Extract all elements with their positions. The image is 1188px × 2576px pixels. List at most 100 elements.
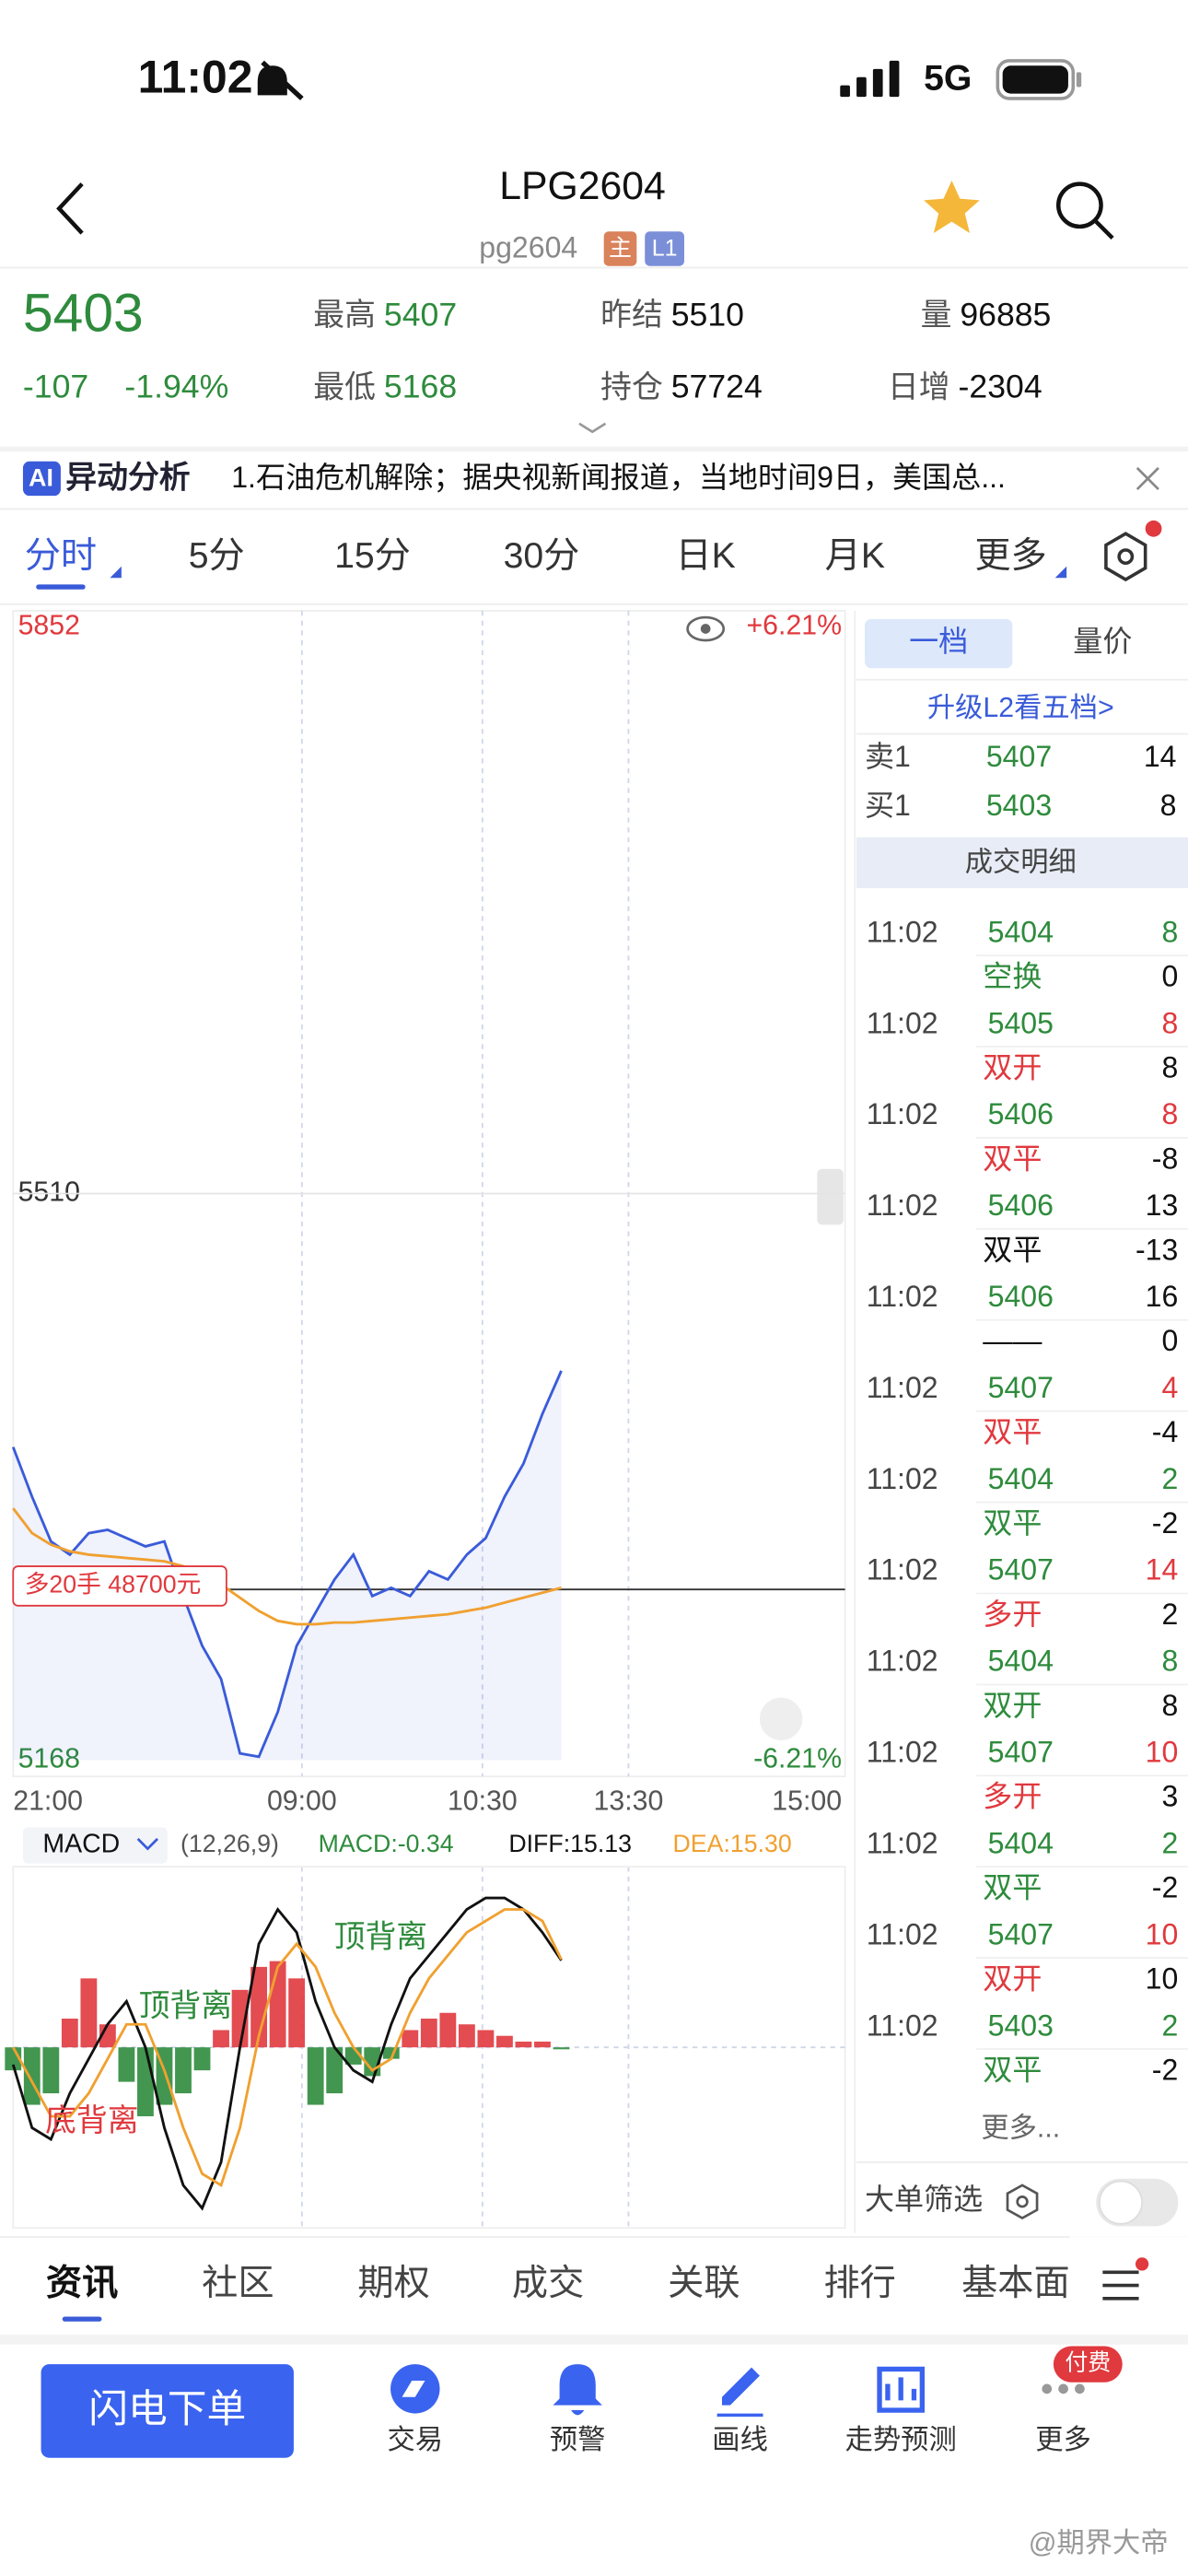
panel-toggle[interactable] — [817, 1168, 844, 1225]
settings-icon[interactable] — [1104, 520, 1162, 582]
y2-tick-label: -6.21% — [753, 1743, 842, 1774]
indicator-select-bg[interactable] — [22, 1827, 168, 1864]
dropdown-icon[interactable] — [136, 1837, 158, 1851]
book-tab[interactable]: 量价 — [1073, 625, 1132, 658]
macd-bar — [118, 2047, 135, 2082]
book-tab[interactable]: 一档 — [909, 625, 968, 658]
upgrade-link[interactable]: 升级L2看五档> — [927, 692, 1114, 723]
expand-icon[interactable] — [578, 422, 607, 434]
trade-volume: 8 — [1161, 1097, 1178, 1130]
close-news[interactable] — [1136, 466, 1159, 490]
bottom-tab[interactable]: 基本面 — [961, 2264, 1070, 2303]
trade-time: 11:02 — [867, 915, 938, 948]
tab-underline — [36, 584, 86, 590]
battery-icon — [996, 59, 1082, 100]
action-label[interactable]: 交易 — [388, 2424, 444, 2455]
period-tabs: 分时 5分 15分 30分 日K 月K 更多 — [25, 536, 1067, 590]
level-volume: 14 — [1144, 740, 1177, 773]
period-tab[interactable]: 分时 — [25, 536, 97, 576]
quick-order-button[interactable]: 闪电下单 — [88, 2387, 246, 2431]
stat-label: 日增 — [888, 369, 950, 404]
macd-bar — [553, 2047, 570, 2050]
search-button[interactable] — [1056, 181, 1114, 240]
period-tab[interactable]: 5分 — [189, 536, 245, 576]
more-trades[interactable]: 更多... — [981, 2112, 1060, 2143]
quick-order-bg[interactable] — [41, 2364, 294, 2458]
stat-label: 持仓 — [600, 369, 663, 404]
trade-volume: 14 — [1146, 1553, 1179, 1587]
paid-badge: 付费 — [1065, 2350, 1111, 2376]
trade-type: 双开 — [983, 1050, 1042, 1083]
action-items: 交易 预警 画线 走势预测 更多 — [388, 2424, 1091, 2455]
macd-bar — [80, 1978, 98, 2048]
fullscreen-button[interactable] — [759, 1697, 803, 1740]
filter-toggle[interactable] — [1096, 2178, 1179, 2227]
period-tab[interactable]: 15分 — [334, 536, 411, 576]
period-tab[interactable]: 30分 — [504, 536, 580, 576]
action-label[interactable]: 预警 — [550, 2424, 606, 2455]
y-tick-label: 5852 — [18, 611, 80, 641]
trade-time: 11:02 — [867, 1462, 938, 1495]
dea-value: DEA:15.30 — [673, 1830, 792, 1857]
action-label[interactable]: 画线 — [712, 2424, 768, 2455]
macd-bar — [420, 2019, 437, 2048]
bottom-tab[interactable]: 排行 — [823, 2264, 895, 2303]
stat-value: 5168 — [384, 369, 457, 405]
trade-volume: 4 — [1161, 1371, 1178, 1404]
trade-time: 11:02 — [867, 1553, 938, 1587]
macd-bar — [250, 1966, 268, 2048]
filter-info-icon[interactable] — [1006, 2184, 1039, 2220]
trade-price: 5404 — [988, 1645, 1054, 1678]
trade-volume: 2 — [1161, 1462, 1178, 1495]
news-text[interactable]: 1.石油危机解除；据央视新闻报道，当地时间9日，美国总... — [231, 461, 1006, 494]
macd-bar — [288, 1978, 306, 2048]
trade-volume: 8 — [1161, 1645, 1178, 1678]
price-area — [13, 1370, 562, 1761]
bottom-tab[interactable]: 期权 — [357, 2264, 429, 2303]
position-tag — [12, 1565, 227, 1607]
trade-change: 10 — [1146, 1961, 1179, 1995]
y2-tick-label: +6.21% — [747, 611, 843, 641]
y-tick-label: 5168 — [18, 1743, 80, 1774]
signal-icon — [840, 60, 900, 98]
level-price: 5407 — [986, 740, 1052, 773]
action-label[interactable]: 走势预测 — [845, 2424, 957, 2455]
action-label[interactable]: 更多 — [1035, 2424, 1091, 2455]
eye-icon[interactable] — [686, 615, 726, 642]
trade-type: 双平 — [983, 1233, 1042, 1266]
trade-type: 双开 — [983, 1689, 1042, 1722]
dea-line — [12, 1908, 563, 2188]
macd-bar — [402, 2030, 419, 2048]
trade-type: 空换 — [983, 960, 1042, 993]
divider — [0, 2236, 1188, 2238]
bottom-tab[interactable]: 成交 — [512, 2264, 584, 2303]
trade-time: 11:02 — [867, 1826, 938, 1859]
macd-bar — [231, 1989, 249, 2048]
intraday-chart: 5168 5510 5852 -6.21% +6.21% 21:00 09:00 10:30 1… — [11, 611, 845, 1817]
period-tab[interactable]: 更多 — [974, 536, 1046, 576]
mute-icon — [257, 60, 304, 100]
trade-time: 11:02 — [867, 1736, 938, 1769]
divider — [0, 446, 1188, 452]
bottom-tab[interactable]: 资讯 — [46, 2264, 118, 2303]
trade-price: 5407 — [988, 1736, 1054, 1769]
indicator-name[interactable]: MACD — [42, 1830, 120, 1859]
trade-volume: 10 — [1146, 1917, 1179, 1950]
favorite-star[interactable] — [924, 181, 980, 234]
trade-price: 5407 — [988, 1371, 1054, 1404]
menu-icon[interactable] — [1102, 2257, 1149, 2301]
period-tab[interactable]: 月K — [825, 536, 885, 576]
macd-value: MACD:-0.34 — [319, 1830, 454, 1857]
trade-price: 5404 — [988, 915, 1054, 948]
trade-type: 双平 — [983, 2053, 1042, 2086]
trade-price: 5407 — [988, 1917, 1054, 1950]
filter-label: 大单筛选 — [865, 2183, 983, 2216]
bottom-tab[interactable]: 关联 — [668, 2264, 740, 2303]
bottom-tab[interactable]: 社区 — [202, 2264, 274, 2303]
badge-bg — [1053, 2346, 1123, 2383]
macd-bar — [477, 2030, 495, 2048]
stat-value: 5510 — [671, 296, 744, 333]
period-tab[interactable]: 日K — [675, 536, 735, 576]
back-button[interactable] — [56, 182, 84, 235]
